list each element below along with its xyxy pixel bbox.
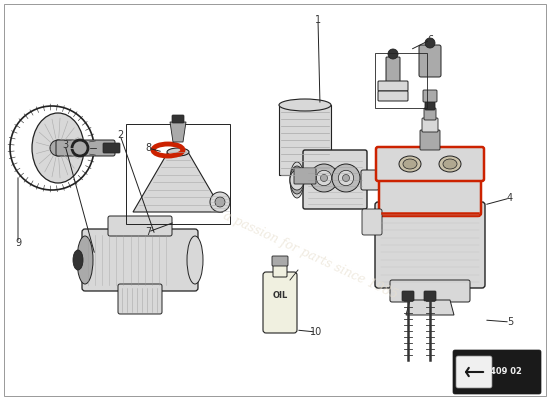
- Ellipse shape: [77, 236, 93, 284]
- FancyBboxPatch shape: [294, 168, 316, 184]
- Text: 10: 10: [310, 327, 322, 337]
- FancyBboxPatch shape: [424, 108, 436, 120]
- FancyBboxPatch shape: [103, 143, 120, 153]
- Ellipse shape: [399, 156, 421, 172]
- Ellipse shape: [167, 148, 189, 156]
- Ellipse shape: [290, 162, 304, 198]
- FancyBboxPatch shape: [303, 150, 367, 209]
- Circle shape: [388, 49, 398, 59]
- Ellipse shape: [290, 166, 304, 194]
- Ellipse shape: [73, 250, 83, 270]
- Text: 2: 2: [117, 130, 123, 140]
- FancyBboxPatch shape: [273, 263, 287, 277]
- Ellipse shape: [290, 170, 304, 190]
- Text: 8: 8: [145, 143, 151, 153]
- FancyBboxPatch shape: [56, 140, 115, 156]
- FancyBboxPatch shape: [422, 118, 438, 132]
- Text: 7: 7: [145, 227, 151, 237]
- Bar: [375, 53, 427, 108]
- FancyBboxPatch shape: [172, 115, 184, 123]
- Circle shape: [316, 170, 332, 186]
- Ellipse shape: [32, 113, 84, 183]
- Polygon shape: [279, 105, 331, 175]
- FancyBboxPatch shape: [378, 91, 408, 101]
- FancyBboxPatch shape: [425, 100, 435, 110]
- Circle shape: [343, 174, 349, 182]
- FancyBboxPatch shape: [386, 57, 400, 83]
- FancyBboxPatch shape: [419, 45, 441, 77]
- Polygon shape: [406, 300, 454, 315]
- Circle shape: [50, 140, 66, 156]
- Text: 9: 9: [15, 238, 21, 248]
- FancyBboxPatch shape: [82, 229, 198, 291]
- Circle shape: [321, 174, 327, 182]
- Text: 3: 3: [62, 140, 68, 150]
- Text: 1: 1: [315, 15, 321, 25]
- Circle shape: [338, 170, 354, 186]
- FancyBboxPatch shape: [453, 350, 541, 394]
- FancyBboxPatch shape: [456, 356, 492, 388]
- Ellipse shape: [187, 236, 203, 284]
- FancyBboxPatch shape: [423, 90, 437, 102]
- Ellipse shape: [279, 99, 331, 111]
- Text: 4: 4: [507, 193, 513, 203]
- FancyBboxPatch shape: [376, 147, 484, 181]
- Text: 5: 5: [507, 317, 513, 327]
- FancyBboxPatch shape: [263, 272, 297, 333]
- FancyBboxPatch shape: [108, 216, 172, 236]
- Ellipse shape: [439, 156, 461, 172]
- FancyBboxPatch shape: [402, 291, 414, 301]
- FancyBboxPatch shape: [272, 256, 288, 266]
- FancyBboxPatch shape: [118, 284, 162, 314]
- FancyBboxPatch shape: [361, 170, 379, 190]
- Ellipse shape: [403, 159, 417, 169]
- FancyBboxPatch shape: [420, 130, 440, 150]
- Bar: [126, 124, 230, 224]
- FancyBboxPatch shape: [375, 202, 485, 288]
- Text: 6: 6: [427, 35, 433, 45]
- FancyBboxPatch shape: [390, 280, 470, 302]
- Ellipse shape: [443, 159, 457, 169]
- Circle shape: [332, 164, 360, 192]
- Circle shape: [425, 38, 435, 48]
- Polygon shape: [133, 152, 223, 212]
- Ellipse shape: [215, 197, 225, 207]
- FancyBboxPatch shape: [424, 291, 436, 301]
- Ellipse shape: [210, 192, 230, 212]
- Polygon shape: [170, 122, 186, 142]
- Text: 409 02: 409 02: [490, 368, 522, 376]
- FancyBboxPatch shape: [378, 81, 408, 91]
- FancyBboxPatch shape: [362, 209, 382, 235]
- Text: a passion for parts since 1985: a passion for parts since 1985: [221, 209, 399, 301]
- Text: OIL: OIL: [272, 290, 288, 300]
- Circle shape: [310, 164, 338, 192]
- FancyBboxPatch shape: [379, 175, 481, 216]
